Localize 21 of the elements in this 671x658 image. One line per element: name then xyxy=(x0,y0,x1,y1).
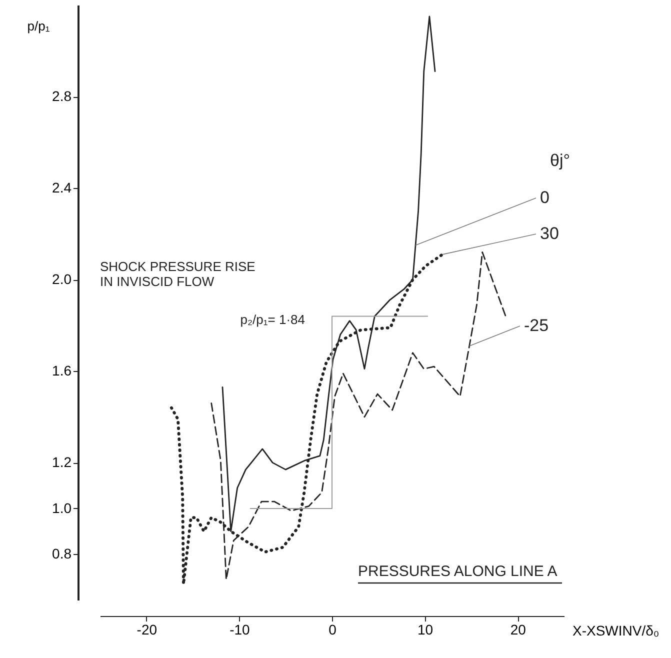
text: PRESSURES ALONG LINE A xyxy=(358,563,558,580)
y-axis-title: p/p₁ xyxy=(27,18,50,34)
annotation: p₂/p₁= 1·84 xyxy=(240,312,305,327)
x-tick-label: 0 xyxy=(328,622,337,638)
y-tick-label: 1.0 xyxy=(52,500,72,516)
y-tick-label: 2.0 xyxy=(52,271,72,288)
y-tick-label: 1.2 xyxy=(52,454,72,470)
x-axis-title: X-XSWINV/δ₀ xyxy=(572,622,660,638)
text: 30 xyxy=(540,224,559,243)
x-tick-label: 10 xyxy=(418,622,434,638)
text: 0 xyxy=(540,188,550,207)
x-tick-label: -20 xyxy=(136,622,158,638)
series-label: -25 xyxy=(524,316,549,335)
x-tick-label: 20 xyxy=(510,622,526,638)
y-tick-label: 0.8 xyxy=(52,546,72,562)
y-tick-label: 2.8 xyxy=(52,88,72,104)
x-tick-label: -10 xyxy=(230,622,250,638)
y-tick-label: 2.4 xyxy=(52,180,72,196)
y-tick-label: 1.6 xyxy=(52,362,72,379)
annotation: SHOCK PRESSURE RISE IN INVISCID FLOW xyxy=(100,259,256,289)
legend-title: θj° xyxy=(550,151,570,170)
